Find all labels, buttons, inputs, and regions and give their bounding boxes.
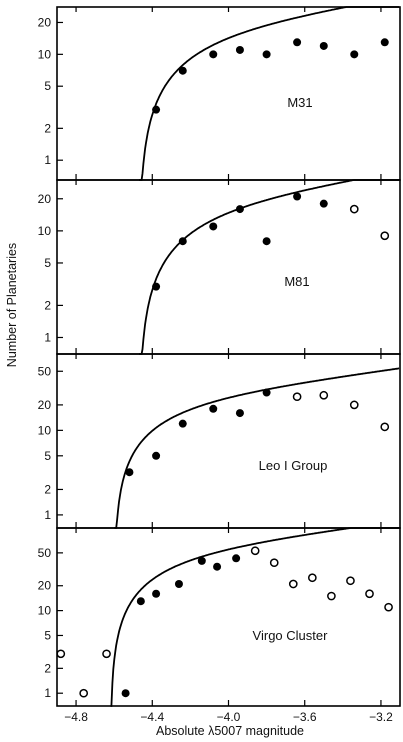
fit-curve bbox=[139, 6, 400, 181]
panel-label: M81 bbox=[284, 274, 309, 289]
open-point bbox=[327, 591, 336, 601]
filled-point bbox=[262, 237, 271, 246]
x-tick-label: −4.8 bbox=[64, 710, 88, 724]
y-tick-label: 5 bbox=[44, 79, 51, 93]
filled-point bbox=[152, 282, 161, 291]
y-tick-label: 20 bbox=[38, 579, 52, 593]
open-point bbox=[292, 392, 302, 402]
open-point bbox=[380, 422, 390, 432]
open-point bbox=[346, 576, 355, 586]
filled-point bbox=[235, 205, 244, 214]
open-point bbox=[288, 579, 298, 589]
y-tick-label: 1 bbox=[44, 330, 51, 344]
x-tick-label: −4.0 bbox=[217, 710, 241, 724]
filled-point bbox=[178, 66, 187, 75]
panel-m31: 1 2 5 10 20 M31 bbox=[38, 6, 401, 181]
panel-frame bbox=[56, 527, 401, 707]
filled-point bbox=[209, 222, 218, 231]
filled-point bbox=[152, 451, 161, 460]
filled-point bbox=[125, 468, 134, 477]
y-tick-label: 10 bbox=[38, 224, 52, 238]
x-axis: −4.8 −4.4 −4.0 −3.6 −3.2 bbox=[64, 710, 393, 724]
filled-point bbox=[262, 388, 271, 397]
y-tick-label: 2 bbox=[44, 482, 51, 496]
panel-leo-i-group: 1 2 5 10 20 50 Leo I Group bbox=[38, 353, 401, 529]
filled-point bbox=[235, 409, 244, 418]
filled-point bbox=[232, 554, 241, 563]
filled-point bbox=[197, 556, 206, 565]
y-tick-label: 5 bbox=[44, 256, 51, 270]
panel-virgo-cluster: 1 2 5 10 20 50 Virgo Cluster bbox=[38, 527, 401, 707]
x-tick-label: −3.2 bbox=[369, 710, 393, 724]
y-tick-label: 50 bbox=[38, 546, 52, 560]
filled-point bbox=[293, 38, 302, 47]
y-tick-label: 20 bbox=[38, 192, 52, 206]
y-tick-label: 10 bbox=[38, 47, 52, 61]
filled-point bbox=[380, 38, 389, 47]
y-tick-label: 2 bbox=[44, 661, 51, 675]
x-tick-label: −4.4 bbox=[140, 710, 164, 724]
filled-point bbox=[209, 50, 218, 59]
y-tick-label: 2 bbox=[44, 298, 51, 312]
open-point bbox=[307, 573, 317, 583]
y-tick-label: 5 bbox=[44, 628, 51, 642]
filled-point bbox=[136, 597, 145, 606]
panel-label: M31 bbox=[287, 95, 312, 110]
filled-point bbox=[262, 50, 271, 59]
filled-point bbox=[174, 579, 183, 588]
y-tick-label: 2 bbox=[44, 121, 51, 135]
y-tick-label: 5 bbox=[44, 449, 51, 463]
y-tick-label: 50 bbox=[38, 364, 52, 378]
panel-frame bbox=[56, 179, 401, 355]
open-point bbox=[384, 602, 393, 612]
filled-point bbox=[121, 689, 130, 698]
filled-point bbox=[152, 105, 161, 114]
panel-frame bbox=[56, 6, 401, 181]
open-point bbox=[250, 546, 260, 556]
panel-frame bbox=[56, 353, 401, 529]
open-point bbox=[102, 649, 111, 659]
fit-curve bbox=[110, 527, 400, 707]
filled-point bbox=[213, 562, 222, 571]
open-point bbox=[79, 688, 89, 698]
open-point bbox=[319, 390, 329, 400]
fit-curve bbox=[139, 179, 400, 355]
filled-point bbox=[350, 50, 359, 59]
open-point bbox=[365, 589, 374, 599]
y-tick-label: 20 bbox=[38, 398, 52, 412]
panel-m81: 1 2 5 10 20 M81 bbox=[38, 179, 401, 355]
filled-point bbox=[178, 419, 187, 428]
panels-layer: 1 2 5 10 20 M31 1 2 5 10 20 M81 1 2 5 10 20 50 Leo I Group… bbox=[38, 6, 401, 707]
y-tick-label: 1 bbox=[44, 686, 51, 700]
filled-point bbox=[152, 589, 161, 598]
x-tick-label: −3.6 bbox=[293, 710, 317, 724]
y-axis-title: Number of Planetaries bbox=[5, 243, 19, 367]
filled-point bbox=[235, 45, 244, 54]
filled-point bbox=[209, 404, 218, 413]
open-point bbox=[349, 400, 359, 410]
x-axis-title: Absolute λ5007 magnitude bbox=[156, 724, 304, 738]
y-tick-label: 1 bbox=[44, 508, 51, 522]
fit-curve bbox=[114, 367, 400, 529]
open-point bbox=[56, 649, 66, 659]
filled-point bbox=[293, 192, 302, 201]
filled-point bbox=[319, 41, 328, 50]
open-point bbox=[349, 204, 359, 214]
panel-label: Leo I Group bbox=[259, 458, 328, 473]
filled-point bbox=[319, 199, 328, 208]
y-tick-label: 1 bbox=[44, 153, 51, 167]
y-tick-label: 20 bbox=[38, 15, 52, 29]
panel-label: Virgo Cluster bbox=[253, 628, 329, 643]
y-tick-label: 10 bbox=[38, 604, 52, 618]
y-tick-label: 10 bbox=[38, 423, 52, 437]
filled-point bbox=[178, 237, 187, 246]
open-point bbox=[380, 231, 390, 241]
open-point bbox=[269, 558, 279, 568]
